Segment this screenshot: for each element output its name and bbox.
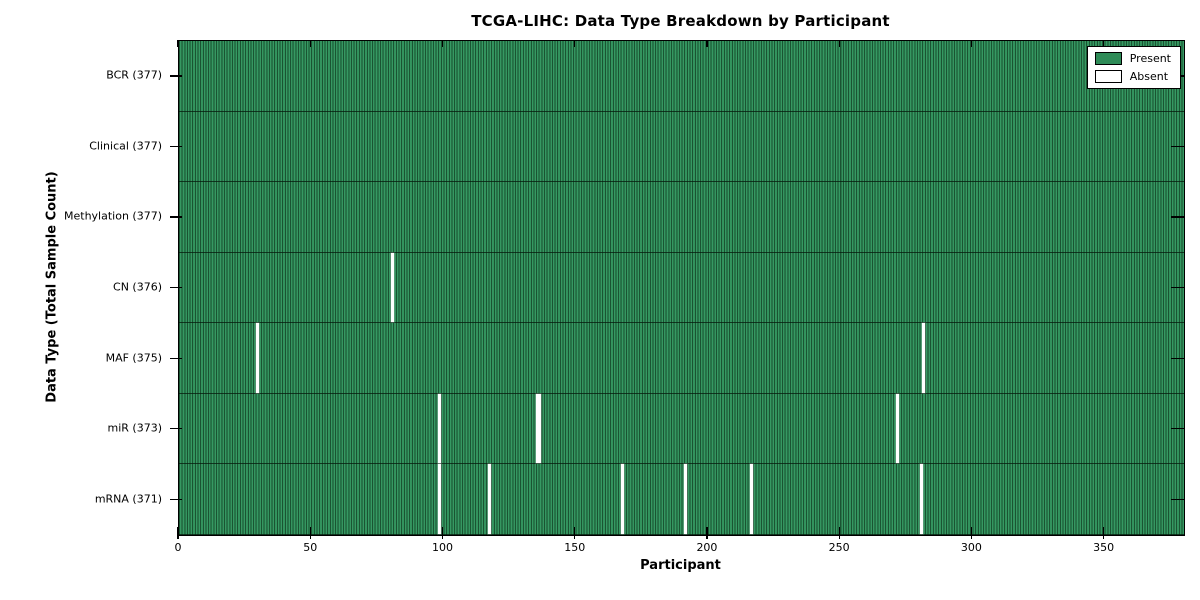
x-tick xyxy=(309,527,311,539)
legend-absent-swatch xyxy=(1094,70,1122,83)
absent-gap xyxy=(750,464,754,535)
y-tick-label: Clinical (377) xyxy=(89,139,162,153)
x-tick xyxy=(177,40,179,47)
legend: Present Absent xyxy=(1086,46,1181,89)
absent-gap xyxy=(620,464,624,535)
x-tick xyxy=(1103,527,1105,539)
x-tick-label: 100 xyxy=(431,541,453,554)
chart-title: TCGA-LIHC: Data Type Breakdown by Partic… xyxy=(471,12,890,30)
y-tick-label: miR (373) xyxy=(107,421,163,435)
x-tick-label: 350 xyxy=(1093,541,1115,554)
y-tick xyxy=(1171,357,1184,359)
y-tick xyxy=(1171,216,1184,218)
y-tick xyxy=(170,145,182,148)
absent-gap xyxy=(438,393,442,464)
absent-gap xyxy=(922,323,926,393)
x-tick xyxy=(177,527,179,539)
x-tick-label: 50 xyxy=(303,541,318,554)
plot-area: Present Absent xyxy=(178,40,1185,536)
legend-absent-label: Absent xyxy=(1129,70,1169,83)
y-tick xyxy=(1171,287,1184,289)
row-mrna xyxy=(179,464,1184,536)
x-tick xyxy=(706,527,708,539)
x-tick-label: 0 xyxy=(174,541,182,554)
absent-gap xyxy=(438,464,442,535)
absent-gap xyxy=(684,464,688,535)
row-cn xyxy=(179,252,1184,324)
y-tick xyxy=(170,75,182,77)
legend-present-label: Present xyxy=(1129,52,1171,65)
absent-gap xyxy=(919,464,923,535)
y-tick xyxy=(170,498,182,500)
y-tick-label: Methylation (377) xyxy=(64,209,162,223)
x-tick-label: 200 xyxy=(696,541,718,554)
row-clinical xyxy=(179,112,1184,183)
x-tick xyxy=(970,40,973,47)
y-tick xyxy=(170,357,182,359)
legend-entry-present: Present xyxy=(1094,52,1171,65)
y-tick xyxy=(170,287,182,289)
x-tick xyxy=(441,527,444,539)
x-tick-label: 150 xyxy=(564,541,586,554)
absent-gap xyxy=(536,393,542,464)
row-maf xyxy=(179,323,1184,394)
x-tick xyxy=(706,40,708,47)
absent-gap xyxy=(390,252,394,323)
row-methylation xyxy=(179,182,1184,253)
y-tick-label: mRNA (371) xyxy=(94,492,162,506)
row-bcr xyxy=(179,41,1184,112)
absent-gap xyxy=(895,393,899,464)
x-axis-label: Participant xyxy=(640,558,721,573)
x-tick xyxy=(309,40,311,47)
x-tick xyxy=(1103,40,1105,47)
y-tick-label: MAF (375) xyxy=(105,351,162,365)
x-tick-label: 250 xyxy=(828,541,850,554)
row-mir xyxy=(179,393,1184,465)
absent-gap xyxy=(488,464,492,535)
y-tick xyxy=(1171,498,1184,500)
y-tick xyxy=(170,216,182,218)
x-tick xyxy=(574,527,576,539)
x-tick-label: 300 xyxy=(960,541,982,554)
y-tick-label: BCR (377) xyxy=(106,68,162,82)
legend-entry-absent: Absent xyxy=(1094,70,1171,83)
y-tick xyxy=(170,428,182,430)
y-tick xyxy=(1171,145,1184,148)
x-tick xyxy=(441,40,444,47)
y-tick-label: CN (376) xyxy=(113,280,162,294)
x-tick xyxy=(574,40,576,47)
x-tick xyxy=(970,527,973,539)
legend-present-swatch xyxy=(1094,52,1122,65)
y-axis: BCR (377) Clinical (377) Methylation (377)… xyxy=(0,40,170,534)
absent-gap xyxy=(255,323,259,393)
x-tick xyxy=(838,527,840,539)
y-tick xyxy=(1171,428,1184,430)
x-tick xyxy=(838,40,840,47)
